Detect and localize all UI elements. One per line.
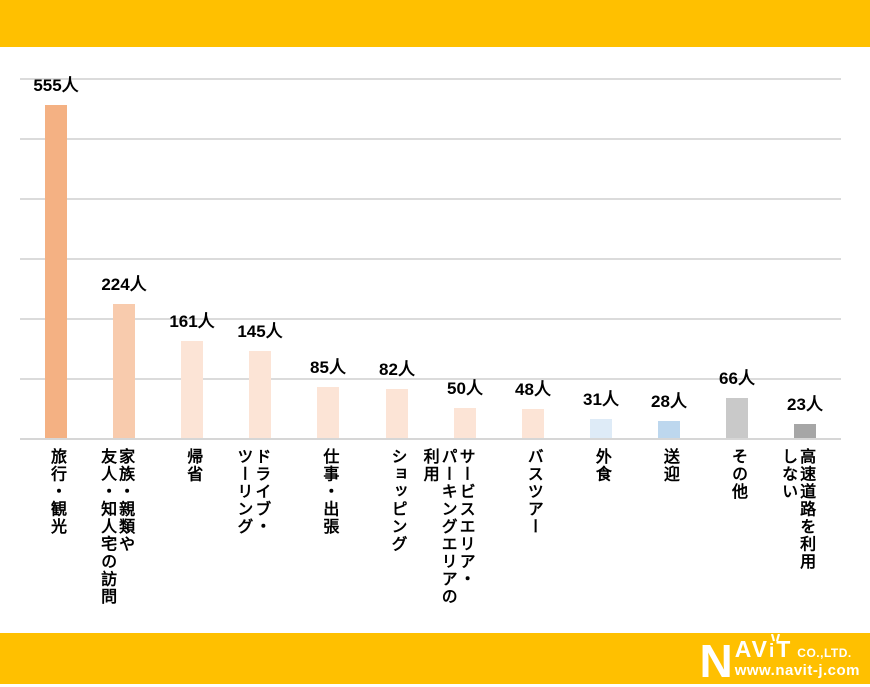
x-axis-line: [20, 438, 841, 440]
gridline: [20, 318, 841, 320]
navit-logo-url: www.navit-j.com: [734, 662, 860, 679]
bar: [113, 304, 135, 438]
bar-value-label: 555人: [33, 76, 79, 95]
navit-logo: N AV i T CO.,LTD. www.navit-j.com: [699, 634, 860, 687]
bar: [249, 351, 271, 438]
bar-value-label: 161人: [169, 312, 215, 331]
bar-value-label: 145人: [237, 322, 283, 341]
bar-category-label: 旅行・観光: [48, 448, 65, 536]
bar-value-label: 66人: [719, 369, 755, 388]
bar-category-label: 高速道路を利用 しない: [779, 448, 815, 571]
top-banner-band: [0, 0, 870, 47]
bar-chart: 555人旅行・観光 224人家族・親類や 友人・知人宅の訪問 161人帰省 145人ド…: [20, 76, 841, 606]
navit-logo-i: i: [768, 634, 781, 663]
bar-category-label: その他: [729, 448, 746, 501]
bar: [181, 341, 203, 438]
bar: [522, 409, 544, 438]
bar-value-label: 48人: [515, 380, 551, 399]
gridline: [20, 378, 841, 380]
bar-category-label: サービスエリア・ パーキングエリアの 利用: [420, 448, 474, 606]
bar-value-label: 224人: [101, 275, 147, 294]
bar-category-label: 外食: [592, 448, 610, 483]
bar: [590, 419, 612, 438]
navit-logo-company-suffix: CO.,LTD.: [797, 646, 852, 660]
bar-category-label: バスツアー: [524, 448, 542, 536]
bar: [317, 387, 339, 438]
gridline: [20, 258, 841, 260]
bar-category-label: ショッピング: [388, 448, 406, 553]
bar: [794, 424, 816, 438]
gridline: [20, 138, 841, 140]
gridline: [20, 198, 841, 200]
bar: [658, 421, 680, 438]
bar-value-label: 28人: [651, 392, 687, 411]
bar-category-label: 送迎: [660, 448, 678, 483]
bar-value-label: 85人: [310, 358, 346, 377]
gridline: [20, 78, 841, 80]
bar-category-label: 帰省: [184, 448, 202, 483]
bar: [386, 389, 408, 438]
rabbit-ears-icon: [770, 634, 781, 642]
bar-value-label: 31人: [583, 390, 619, 409]
bar-value-label: 23人: [787, 395, 823, 414]
navit-logo-name-line: AV i T CO.,LTD.: [734, 634, 852, 663]
bar-value-label: 50人: [447, 379, 483, 398]
bar: [45, 105, 67, 438]
bar-category-label: 仕事・出張: [320, 448, 338, 536]
navit-logo-t: T: [776, 636, 793, 662]
navit-logo-right-block: AV i T CO.,LTD. www.navit-j.com: [734, 634, 860, 679]
bar: [454, 408, 476, 438]
navit-logo-av: AV: [734, 636, 769, 662]
bar: [726, 398, 748, 438]
bottom-banner-band: N AV i T CO.,LTD. www.navit-j.com: [0, 633, 870, 684]
bar-category-label: 家族・親類や 友人・知人宅の訪問: [98, 448, 134, 606]
bar-value-label: 82人: [379, 360, 415, 379]
navit-logo-i-letter: i: [768, 641, 777, 662]
bar-category-label: ドライブ・ ツーリング: [234, 448, 270, 536]
navit-logo-big-n: N: [699, 635, 733, 687]
